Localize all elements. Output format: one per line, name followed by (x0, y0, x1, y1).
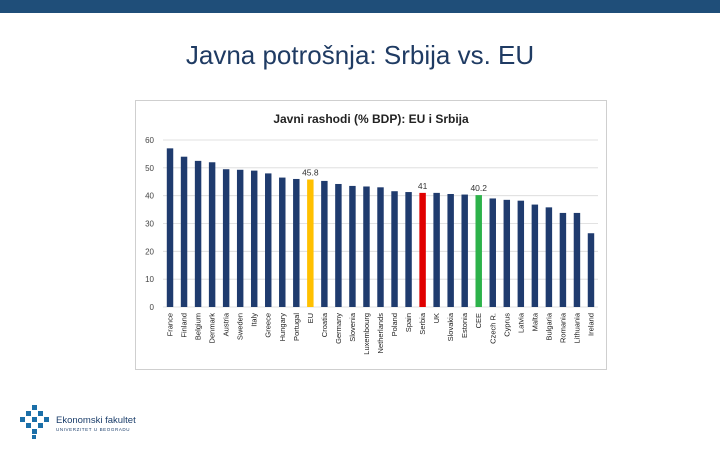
y-tick-label: 10 (145, 275, 154, 284)
bar-malta (531, 204, 539, 307)
category-label: Austria (222, 312, 231, 336)
category-label: Czech R. (488, 313, 497, 344)
chart-title: Javni rashodi (% BDP): EU i Srbija (273, 112, 469, 126)
bar-bulgaria (545, 207, 553, 307)
bars (166, 148, 595, 307)
category-label: Belgium (194, 313, 203, 340)
category-label: Sweden (236, 313, 245, 340)
bar-denmark (208, 162, 216, 307)
slide-title: Javna potrošnja: Srbija vs. EU (185, 40, 535, 70)
bar-luxembourg (363, 186, 370, 307)
category-label: Ireland (586, 313, 595, 336)
category-label: Slovakia (446, 312, 455, 341)
bar-croatia (321, 180, 328, 307)
category-label: EU (306, 313, 315, 323)
bar-estonia (461, 194, 468, 307)
top-accent-bar (0, 0, 720, 13)
category-label: Poland (390, 313, 399, 336)
category-label: Netherlands (376, 313, 385, 354)
bar-uk (433, 192, 440, 307)
data-label: 40.2 (470, 183, 487, 193)
bar-romania (559, 212, 567, 307)
bar-cyprus (503, 199, 511, 307)
logo-name: Ekonomski fakultet (56, 415, 136, 426)
category-label: Portugal (292, 313, 301, 341)
bar-belgium (194, 160, 202, 307)
category-label: Malta (530, 312, 539, 331)
category-label: Latvia (516, 312, 525, 333)
category-label: France (166, 313, 175, 336)
category-label: Luxembourg (362, 313, 371, 355)
logo-subtitle: UNIVERZITET U BEOGRADU (56, 427, 131, 432)
bar-serbia (419, 192, 426, 307)
y-tick-label: 40 (145, 192, 154, 201)
y-axis-ticks: 0 10 20 30 40 50 60 (145, 136, 154, 312)
category-labels: France Finland Belgium Denmark Austria Sweden… (166, 312, 596, 355)
bar-greece (265, 173, 272, 307)
bar-finland (180, 156, 188, 307)
category-label: Estonia (460, 312, 469, 338)
bar-eu (307, 179, 314, 307)
y-tick-label: 50 (145, 164, 154, 173)
y-tick-label: 0 (150, 303, 155, 312)
category-label: Croatia (320, 312, 329, 337)
category-label: Lithuania (572, 312, 581, 343)
bar-slovenia (349, 185, 356, 307)
category-label: Serbia (418, 312, 427, 335)
y-tick-label: 30 (145, 220, 154, 229)
bar-poland (391, 191, 398, 307)
bar-ireland (587, 233, 595, 307)
bar-sweden (236, 169, 244, 307)
bar-latvia (517, 200, 525, 307)
data-labels: 45.8 41 40.2 (302, 168, 487, 194)
bar-france (166, 148, 174, 307)
bar-hungary (279, 177, 286, 307)
category-label: Bulgaria (544, 312, 553, 340)
y-tick-label: 20 (145, 247, 154, 256)
category-label: Spain (404, 313, 413, 332)
category-label: Hungary (278, 313, 287, 342)
data-label: 41 (418, 181, 428, 191)
data-label: 45.8 (302, 168, 319, 178)
bar-portugal (293, 178, 300, 307)
bar-spain (405, 192, 412, 307)
category-label: Finland (180, 313, 189, 338)
bar-austria (222, 169, 230, 307)
category-label: Greece (264, 313, 273, 338)
category-label: CEE (474, 313, 483, 328)
chart-frame: Javni rashodi (% BDP): EU i Srbija 0 10 20… (135, 100, 607, 370)
category-label: Cyprus (502, 313, 511, 337)
category-label: Germany (334, 313, 343, 344)
bar-slovakia (447, 193, 454, 307)
category-label: Slovenia (348, 312, 357, 342)
bar-czech-r (489, 198, 496, 307)
category-label: Denmark (208, 313, 217, 344)
bar-germany (335, 183, 342, 307)
bar-lithuania (573, 212, 581, 307)
category-label: Italy (250, 313, 259, 327)
category-label: UK (432, 313, 441, 323)
faculty-logo-icon (20, 405, 49, 439)
category-label: Romania (558, 312, 567, 343)
bar-cee (475, 195, 482, 307)
y-tick-label: 60 (145, 136, 154, 145)
bar-netherlands (377, 187, 384, 307)
bar-chart: Javni rashodi (% BDP): EU i Srbija 0 10 20… (145, 112, 598, 355)
bar-italy (250, 170, 258, 307)
